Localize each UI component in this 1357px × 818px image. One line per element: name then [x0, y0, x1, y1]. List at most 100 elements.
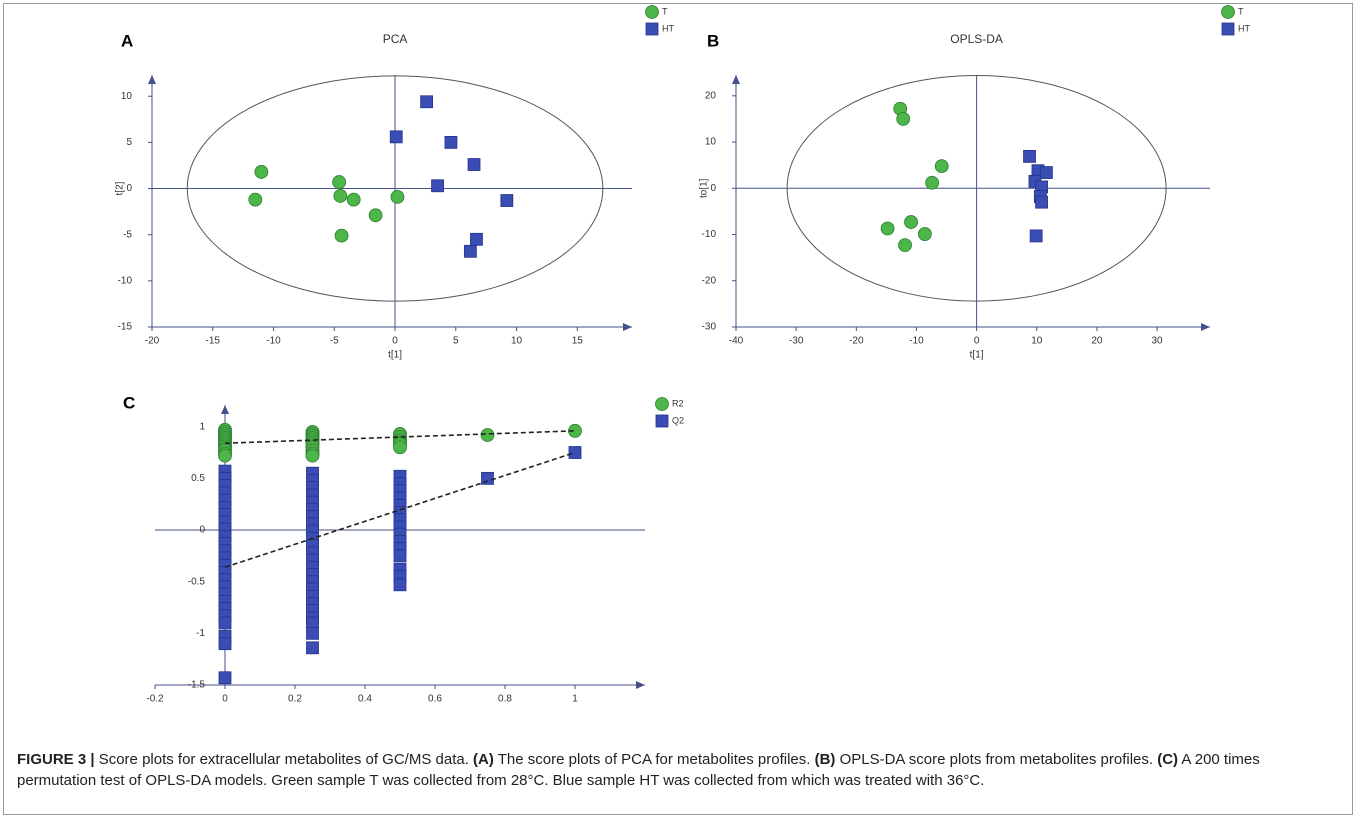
- confidence-ellipse: [786, 74, 1167, 302]
- legend-marker: [1221, 22, 1235, 36]
- point: [917, 227, 932, 241]
- y-tick-label: -1: [196, 628, 205, 639]
- x-tick-label: 0.8: [498, 694, 512, 705]
- point: [306, 626, 319, 640]
- x-tick-label: 10: [511, 336, 523, 347]
- y-tick-label: 1: [199, 421, 205, 432]
- point: [389, 130, 403, 144]
- point: [1039, 166, 1053, 179]
- point: [896, 112, 911, 126]
- point: [390, 189, 405, 204]
- x-tick-label: 30: [1152, 336, 1164, 347]
- x-tick-label: 0: [222, 694, 228, 705]
- point: [393, 549, 407, 563]
- legend-marker: [645, 22, 659, 36]
- x-tick-label: -20: [145, 336, 160, 347]
- y-tick-label: 20: [705, 90, 717, 101]
- caption-segment: FIGURE 3 |: [17, 751, 95, 768]
- point: [305, 448, 320, 463]
- point: [481, 471, 494, 485]
- x-axis-arrow: [636, 681, 645, 689]
- point: [306, 641, 319, 655]
- legend-label: T: [662, 6, 668, 16]
- x-tick-label: 0: [974, 336, 980, 347]
- x-axis-arrow: [623, 323, 632, 331]
- caption-segment: Score plots for extracellular metabolite…: [94, 751, 474, 768]
- legend-marker: [645, 5, 659, 19]
- point: [1035, 195, 1048, 209]
- figure-frame: [3, 3, 1353, 815]
- trend-line: [224, 430, 576, 445]
- y-tick-label: 0: [199, 525, 205, 536]
- point: [470, 232, 483, 246]
- point: [218, 448, 232, 463]
- y-tick-label: -10: [702, 229, 717, 240]
- y-tick-label: -0.5: [188, 576, 206, 587]
- y-axis-label: to[1]: [699, 178, 710, 198]
- point: [904, 215, 918, 229]
- point: [463, 244, 477, 258]
- caption-segment: OPLS-DA score plots from metabolites pro…: [835, 751, 1158, 768]
- point: [346, 192, 361, 207]
- legend-label: HT: [1238, 23, 1250, 33]
- point: [254, 165, 269, 179]
- point: [568, 423, 582, 438]
- y-tick-label: -1.5: [188, 680, 206, 691]
- point: [934, 159, 949, 173]
- point: [898, 238, 912, 253]
- x-tick-label: 0.6: [428, 694, 442, 705]
- legend-label: Q2: [672, 415, 684, 425]
- point: [1023, 149, 1036, 163]
- y-tick-label: -30: [702, 322, 717, 333]
- x-tick-label: -30: [789, 336, 804, 347]
- point: [420, 95, 434, 109]
- legend-marker: [1221, 5, 1235, 19]
- x-tick-label: 0.2: [288, 694, 302, 705]
- legend-marker: [655, 414, 669, 428]
- y-tick-label: 10: [121, 91, 133, 102]
- y-tick-label: -20: [702, 275, 717, 286]
- panel-letter: A: [121, 31, 133, 50]
- point: [444, 135, 458, 149]
- confidence-ellipse: [186, 75, 604, 302]
- legend-label: T: [1238, 6, 1244, 16]
- x-axis-label: t[1]: [970, 350, 984, 361]
- x-tick-label: -10: [909, 336, 924, 347]
- x-tick-label: 0: [392, 336, 398, 347]
- x-tick-label: -10: [266, 336, 281, 347]
- panel-letter: B: [707, 31, 719, 50]
- y-tick-label: 5: [126, 137, 132, 148]
- y-tick-label: 0: [710, 183, 716, 194]
- y-tick-label: 10: [705, 137, 717, 148]
- x-tick-label: 10: [1031, 336, 1043, 347]
- point: [500, 194, 514, 207]
- caption-segment: (B): [814, 751, 836, 768]
- y-axis-arrow: [148, 75, 156, 84]
- chart-title: OPLS-DA: [950, 32, 1003, 46]
- x-tick-label: 20: [1091, 336, 1103, 347]
- point: [248, 192, 263, 207]
- x-tick-label: 15: [572, 336, 584, 347]
- x-tick-label: 0.4: [358, 694, 372, 705]
- x-tick-label: -5: [330, 336, 339, 347]
- x-tick-label: 5: [453, 336, 459, 347]
- caption-segment: A 200 times permutation test of OPLS-DA …: [17, 751, 1260, 789]
- x-tick-label: 1: [572, 694, 578, 705]
- y-tick-label: -15: [118, 322, 133, 333]
- figure: A PCA-20 -15 -10 -5 0 5 10 15-15-10-50510t[1]t[2…: [115, 5, 1250, 705]
- legend-marker: [655, 397, 669, 411]
- point: [332, 175, 347, 189]
- point: [467, 158, 481, 171]
- point: [334, 228, 349, 243]
- x-tick-label: -40: [729, 336, 744, 347]
- x-axis-label: t[1]: [388, 350, 402, 361]
- y-tick-label: 0.5: [191, 473, 205, 484]
- point: [218, 616, 232, 630]
- chart-title: PCA: [383, 32, 408, 46]
- point: [1029, 229, 1043, 243]
- caption: FIGURE 3 | Score plots for extracellular…: [17, 749, 1337, 791]
- caption-segment: (A): [473, 751, 494, 768]
- y-tick-label: 0: [126, 183, 132, 194]
- point: [431, 179, 444, 193]
- point: [925, 175, 939, 190]
